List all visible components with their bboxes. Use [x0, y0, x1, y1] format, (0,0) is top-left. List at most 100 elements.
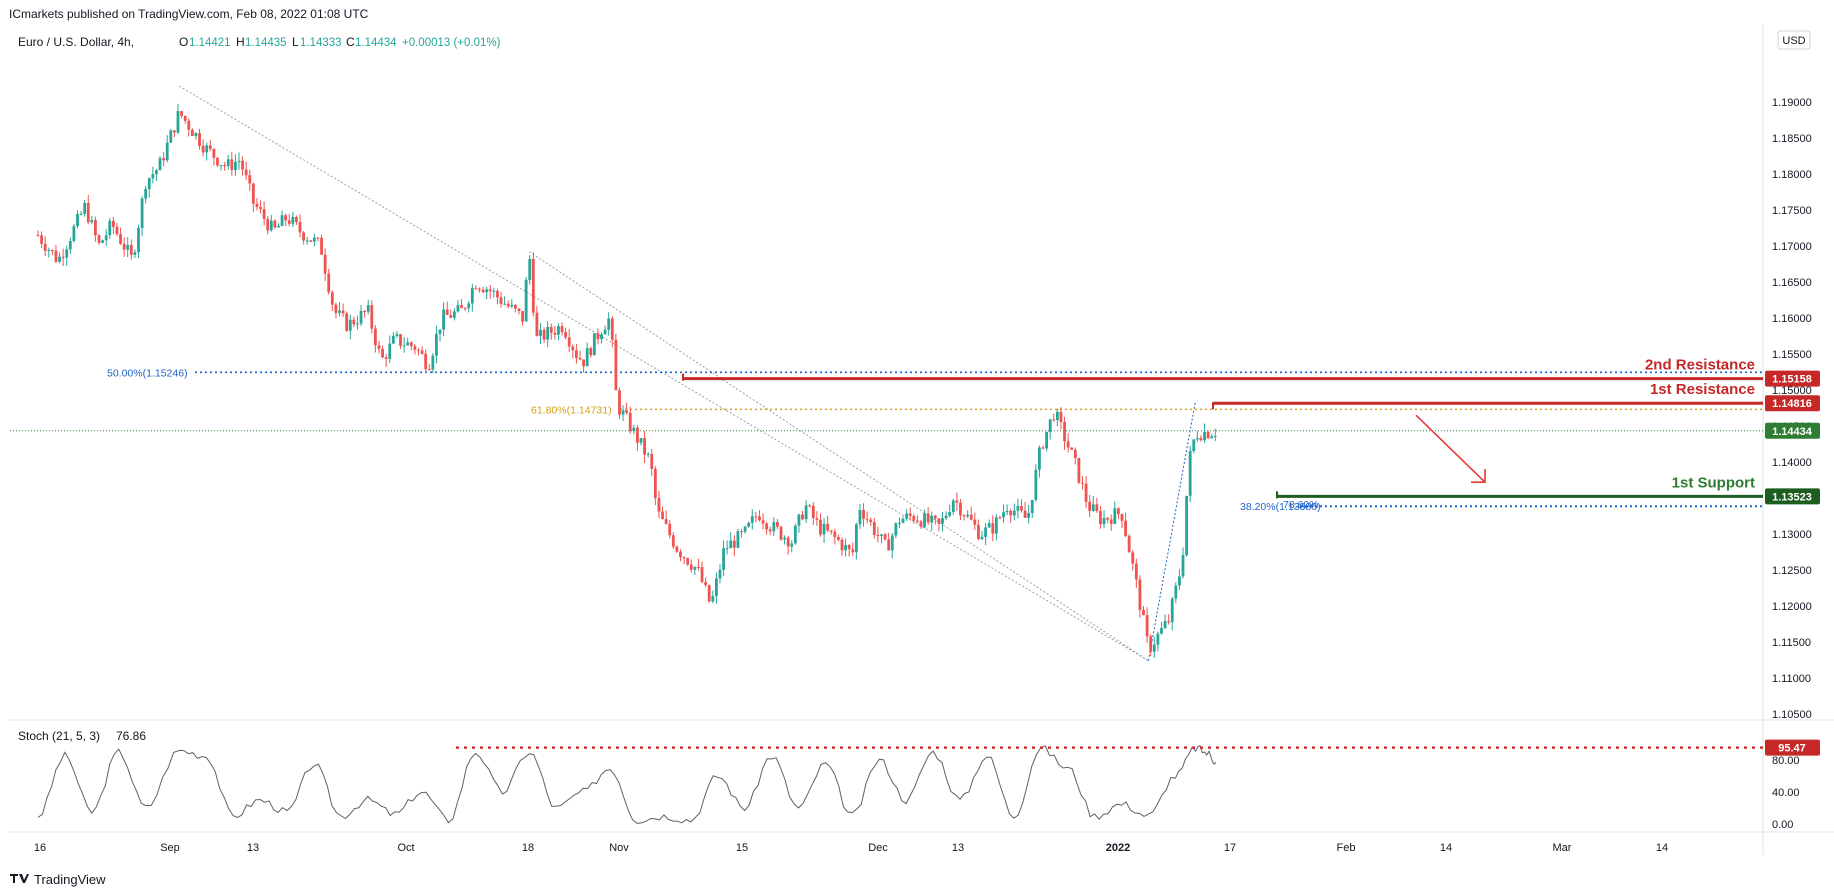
candle-body: [664, 519, 668, 524]
candle-body: [966, 514, 970, 517]
candle-down: [1023, 502, 1027, 518]
candle-down: [1199, 435, 1203, 442]
candle-body: [1095, 504, 1099, 511]
candle-up: [1012, 503, 1016, 521]
candle-down: [661, 506, 664, 520]
candle-down: [765, 521, 769, 535]
candle-up: [844, 538, 847, 557]
candle-down: [707, 584, 711, 603]
candle-down: [417, 347, 420, 356]
candle-body: [1048, 419, 1052, 432]
candle-body: [420, 350, 424, 354]
candle-down: [1059, 407, 1063, 430]
candle-body: [478, 288, 481, 290]
candle-body: [962, 515, 966, 517]
candle-body: [298, 222, 302, 233]
candle-body: [208, 145, 212, 149]
candle-body: [1059, 411, 1063, 422]
candle-up: [144, 185, 148, 204]
candle-up: [155, 169, 158, 182]
fib-382-label: 38.20%(1.13386): [1240, 501, 1321, 513]
candle-down: [478, 287, 481, 293]
annotations: [1415, 414, 1486, 483]
candle-body: [736, 531, 740, 548]
candle-down: [977, 519, 980, 541]
candle-up: [76, 210, 79, 229]
time-tick-label: 14: [1440, 842, 1452, 854]
candle-body: [614, 339, 618, 391]
price-axis[interactable]: 1.19000 1.18500 1.18000 1.17500 1.17000 1.165…: [1772, 97, 1812, 831]
candle-body: [305, 240, 309, 242]
candle-body: [758, 516, 761, 521]
candle-down: [1138, 575, 1142, 618]
time-tick-label: Nov: [609, 842, 629, 854]
candle-down: [54, 244, 58, 264]
candle-body: [621, 410, 625, 415]
candle-body: [1073, 449, 1077, 458]
price-tick-label: 1.12500: [1772, 565, 1812, 577]
candle-body: [115, 226, 119, 234]
candle-down: [248, 169, 252, 191]
candle-up: [391, 332, 395, 345]
candle-body: [725, 548, 729, 550]
candle-body: [370, 305, 374, 329]
candle-down: [826, 515, 830, 532]
candle-down: [740, 528, 743, 538]
time-tick-label: 18: [522, 842, 534, 854]
candle-body: [991, 523, 995, 534]
candle-down: [650, 449, 654, 476]
price-tick-label: 1.11500: [1772, 637, 1811, 649]
candle-body: [176, 111, 180, 133]
candle-down: [496, 288, 499, 305]
candle-down: [1127, 534, 1131, 553]
candle-down: [531, 252, 535, 317]
candle-down: [682, 556, 686, 565]
candle-down: [384, 354, 388, 367]
currency-box[interactable]: [1777, 30, 1811, 50]
candle-down: [808, 503, 812, 508]
candle-body: [693, 566, 697, 570]
candle-body: [553, 332, 557, 335]
candle-body: [646, 453, 650, 455]
candle-body: [226, 159, 230, 167]
candle-down: [973, 512, 977, 530]
trendlines: [179, 85, 1197, 662]
candle-down: [969, 506, 973, 521]
candle-body: [700, 567, 704, 582]
candle-down: [230, 151, 234, 176]
candle-body: [1163, 621, 1167, 629]
candle-body: [147, 178, 151, 190]
candle-body: [851, 549, 855, 553]
candle-down: [370, 300, 374, 334]
candle-body: [636, 427, 639, 443]
price-tick-label: 1.17000: [1772, 241, 1812, 253]
time-tick-label: 16: [34, 842, 46, 854]
fib-swing-line: [1147, 400, 1197, 661]
candle-down: [212, 148, 216, 166]
candle-up: [1055, 408, 1059, 427]
resistance-2-label: 2nd Resistance: [1645, 357, 1755, 374]
candle-up: [772, 517, 776, 536]
candle-up: [639, 438, 643, 446]
candle-up: [1181, 547, 1185, 579]
candle-down: [768, 526, 772, 536]
candle-body: [201, 145, 205, 153]
candle-down: [937, 517, 941, 532]
candle-down: [833, 528, 837, 545]
time-axis[interactable]: 16 Sep 13 Oct 18 Nov 15 Dec 13 2022 17 Feb 14 Mar 14: [34, 842, 1668, 854]
candle-body: [1124, 520, 1127, 536]
candle-body: [531, 259, 535, 313]
candle-up: [528, 255, 532, 285]
candle-up: [994, 514, 998, 541]
support-1-badge-text: 1.13523: [1772, 491, 1812, 503]
candle-body: [474, 288, 478, 290]
candle-down: [876, 526, 880, 543]
candle-body: [237, 160, 241, 163]
candle-down: [287, 214, 291, 227]
candle-body: [97, 235, 101, 243]
candle-up: [1045, 431, 1049, 452]
candle-body: [926, 513, 930, 523]
candle-body: [122, 243, 126, 250]
candle-up: [366, 299, 370, 315]
stoch-value: 76.86: [116, 729, 146, 743]
